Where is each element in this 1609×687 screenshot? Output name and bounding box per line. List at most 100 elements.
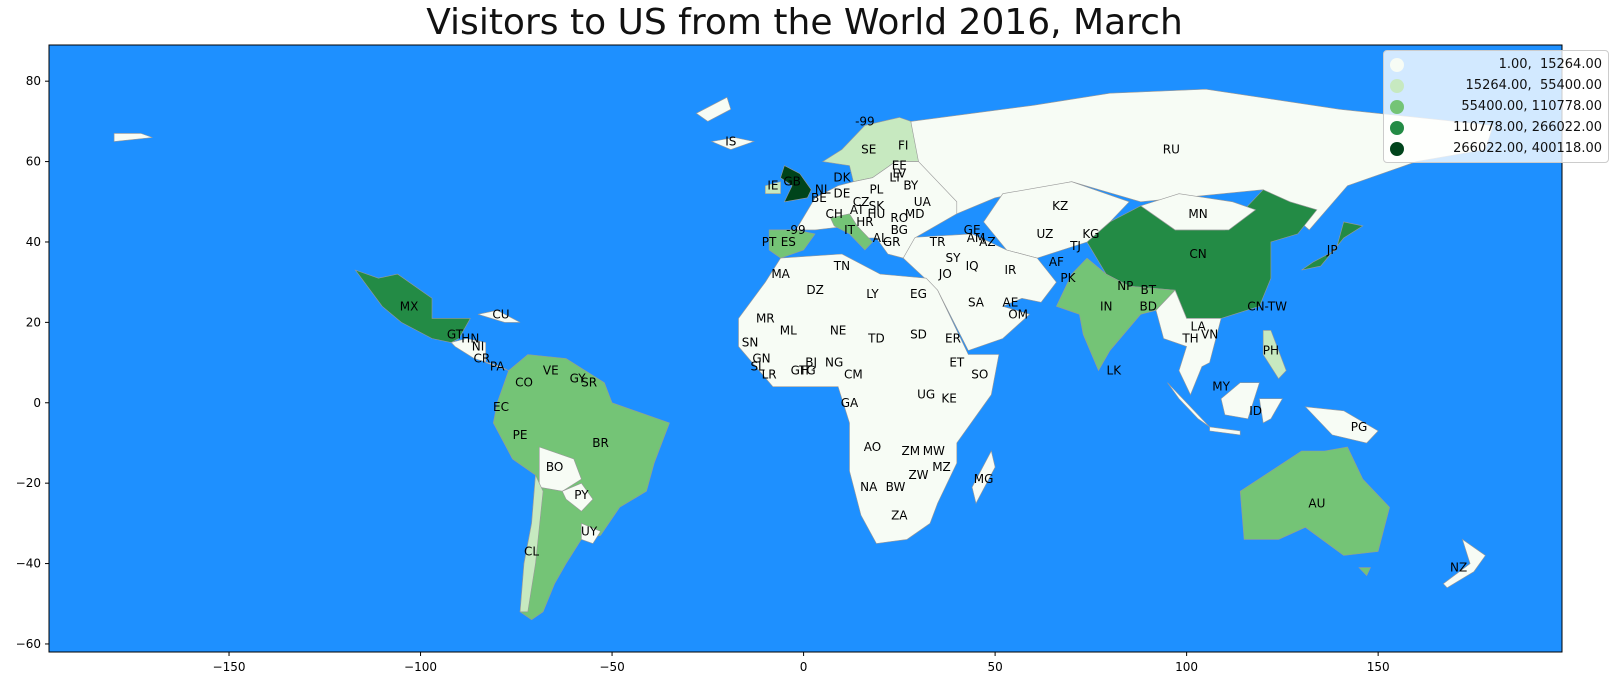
country-label-np-12: NP (1117, 279, 1133, 293)
mexico-land (354, 269, 471, 343)
country-label-kg-7: KG (1082, 227, 1099, 241)
country-label-gr-65: GR (883, 235, 901, 249)
country-label-lk-15: LK (1107, 364, 1123, 378)
country-label-na-98: NA (860, 480, 878, 494)
country-label-nz-24: NZ (1450, 561, 1467, 575)
country-label-tj-8: TJ (1069, 239, 1081, 253)
legend-label: 55400.00, 110778.00 (1461, 99, 1602, 114)
country-label-bo-115: BO (546, 460, 563, 474)
alaska-tip-land (113, 133, 153, 142)
country-label-sk-51: SK (869, 199, 886, 213)
country-label-am-34: AM (967, 231, 986, 245)
country-label-uz-6: UZ (1037, 227, 1054, 241)
country-label-my-20: MY (1212, 380, 1230, 394)
country-label-gn-79: GN (752, 352, 770, 366)
country-label-vn-18: VN (1201, 327, 1218, 341)
bolivia-land (538, 446, 582, 492)
legend-marker-icon (1390, 141, 1404, 156)
legend-label: 15264.00, 55400.00 (1465, 78, 1602, 93)
country-label-hu-54: HU (867, 207, 885, 221)
russia-land (910, 88, 1494, 231)
country-label-jp-4: JP (1326, 243, 1338, 257)
country-label-cl-118: CL (524, 545, 539, 559)
country-label-ch-57: CH (825, 207, 842, 221)
y-tick-label-7: −60 (16, 637, 41, 651)
country-label-la-16: LA (1191, 319, 1207, 333)
country-label-cm-86: CM (844, 368, 863, 382)
ireland-land (764, 181, 781, 194)
country-label-pa-107: PA (490, 360, 505, 374)
country-label-sl-80: SL (750, 360, 765, 374)
country-label-td-75: TD (867, 332, 885, 346)
y-tick-label-2: 40 (26, 235, 41, 249)
country-label-cn-2: CN (1189, 247, 1206, 261)
country-label-bj-84: BJ (805, 356, 817, 370)
new-zealand-land (1442, 538, 1486, 589)
legend-marker-icon (1390, 78, 1404, 93)
new-guinea-land (1304, 406, 1379, 444)
country-label-tr-32: TR (929, 235, 946, 249)
italy-land (829, 213, 873, 251)
country-label-cz-52: CZ (853, 195, 870, 209)
country-label-sa-29: SA (968, 295, 985, 309)
legend-label: 266022.00, 400118.00 (1453, 141, 1602, 156)
iberia-land (768, 229, 816, 259)
country-label-er-77: ER (945, 332, 961, 346)
country-label-mg-97: MG (974, 472, 994, 486)
country-label-ru-0: RU (1163, 143, 1180, 157)
sulawesi-land (1259, 398, 1283, 424)
legend-marker-icon (1390, 120, 1404, 135)
map-title: Visitors to US from the World 2016, Marc… (426, 2, 1183, 43)
country-label-gy-110: GY (570, 372, 587, 386)
country-label-ma-67: MA (771, 267, 790, 281)
country-label-be-47: BE (811, 191, 827, 205)
country-label-al-64: AL (873, 231, 888, 245)
country-label-pk-10: PK (1060, 271, 1076, 285)
country-label-lv-40: LV (893, 167, 907, 181)
country-label-ro-56: RO (890, 211, 908, 225)
country-label-az-35: AZ (979, 235, 995, 249)
country-label-uy-117: UY (581, 524, 598, 538)
country-label-ir-25: IR (1004, 263, 1016, 277)
country-label-mw-94: MW (923, 444, 945, 458)
country-label-se-37: SE (861, 143, 876, 157)
country-label-ug-90: UG (917, 388, 935, 402)
country-label-nl-46: NL (815, 183, 831, 197)
country-label-bt-13: BT (1141, 283, 1157, 297)
britain-land (780, 165, 812, 203)
country-label-md-55: MD (905, 207, 925, 221)
country-label-hr-58: HR (856, 215, 873, 229)
x-tick-label-2: −50 (599, 660, 624, 674)
y-tick-label-6: −40 (16, 557, 41, 571)
cuba-land (477, 309, 521, 323)
country-label-ga-89: GA (841, 396, 859, 410)
legend-entry: 1.00, 15264.00 (1390, 54, 1602, 75)
country-label-gh-82: GH (791, 364, 809, 378)
country-label-af-9: AF (1049, 255, 1064, 269)
country-label-py-116: PY (574, 488, 589, 502)
legend-entry: 55400.00, 110778.00 (1390, 96, 1602, 117)
country-label-de-45: DE (833, 187, 850, 201)
legend-label: 110778.00, 266022.00 (1453, 120, 1602, 135)
country-label-ml-73: ML (780, 323, 797, 337)
paraguay-land (561, 482, 594, 512)
country-label-pg-22: PG (1351, 420, 1368, 434)
se-asia-land (1155, 289, 1222, 396)
philippines-land (1262, 330, 1287, 380)
country-label-gt-103: GT (447, 327, 464, 341)
country-label-id-21: ID (1249, 404, 1262, 418)
country-label-ph-19: PH (1263, 344, 1279, 358)
country-label-eg-71: EG (910, 287, 927, 301)
country-label-fi-36: FI (898, 139, 908, 153)
country-label-ne-74: NE (830, 323, 847, 337)
country-label-sr-111: SR (581, 376, 597, 390)
country-label-dz-68: DZ (806, 283, 823, 297)
country-label-mr-72: MR (756, 311, 775, 325)
country-label-gb-48: GB (783, 175, 801, 189)
africa-land (738, 253, 1000, 544)
legend-entry: 266022.00, 400118.00 (1390, 138, 1602, 159)
land-layer (113, 88, 1494, 621)
country-label--99-61: -99 (786, 223, 806, 237)
country-label-cn-tw-3: CN-TW (1247, 299, 1287, 313)
